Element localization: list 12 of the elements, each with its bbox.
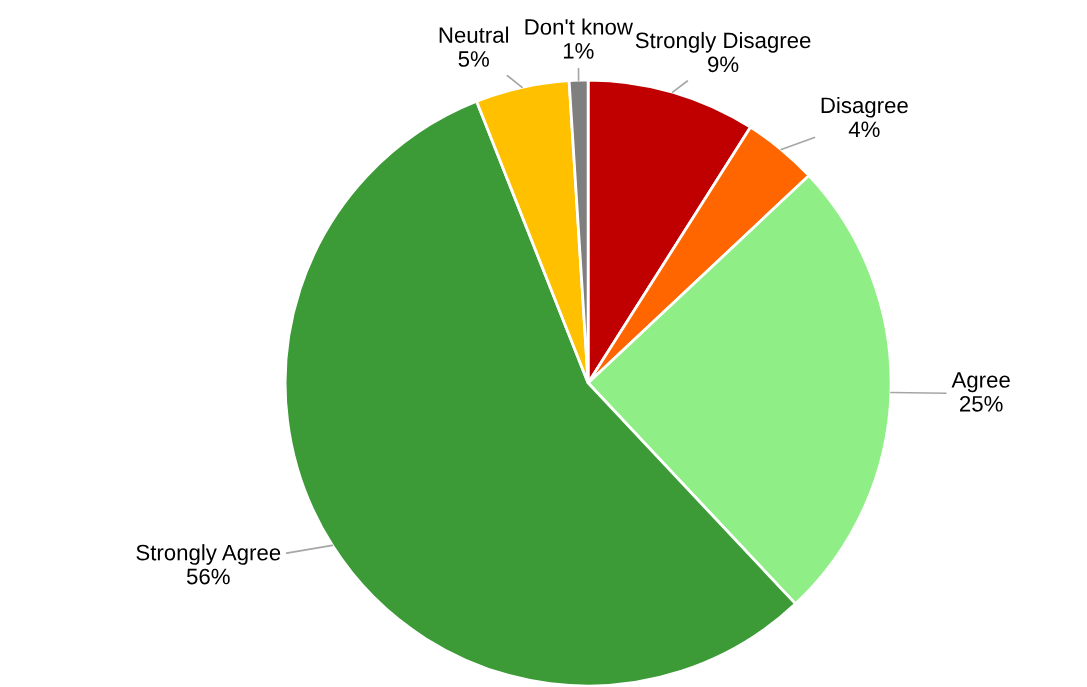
data-label: 1% [563, 43, 594, 59]
slice-label: Don't know [525, 18, 633, 35]
data-label: 5% [458, 51, 489, 67]
slice-label: Strongly Agree [136, 544, 281, 565]
data-label: 4% [848, 121, 880, 138]
slice-label: Disagree [821, 96, 908, 118]
slice-label: Agree [951, 372, 1010, 393]
data-label: 25% [960, 395, 1003, 412]
slice-label: Neutral [439, 26, 509, 43]
slice-label: Strongly Disagree [635, 31, 811, 53]
data-label: 9% [708, 56, 739, 73]
data-label: 56% [186, 568, 230, 585]
